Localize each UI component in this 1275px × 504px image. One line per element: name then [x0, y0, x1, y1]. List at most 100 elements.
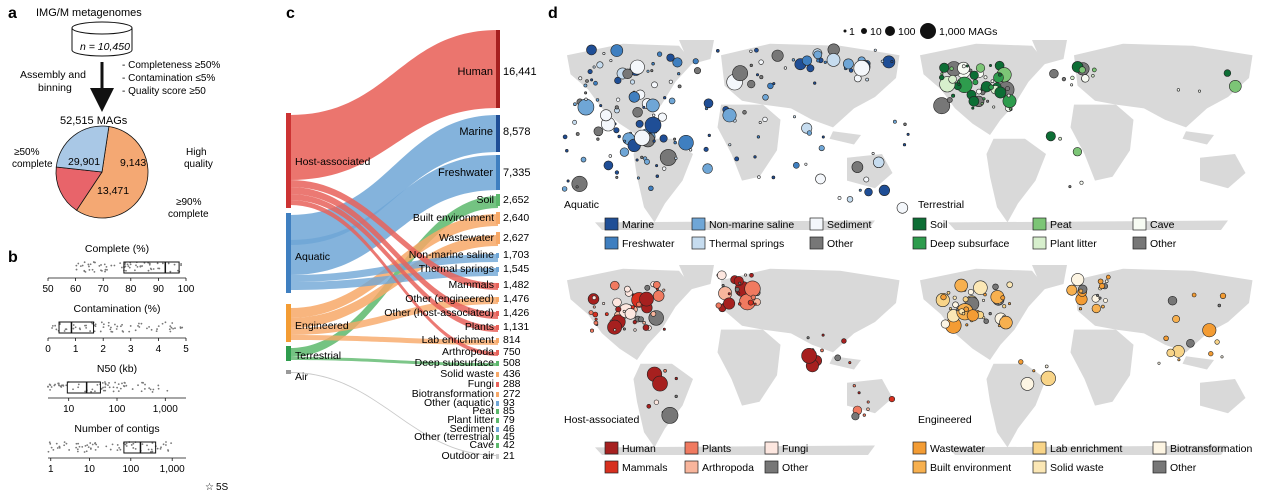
boxplot-tick-label: 0: [45, 344, 51, 355]
jitter-point: [63, 330, 66, 332]
legend-label: Fungi: [782, 443, 808, 455]
jitter-point: [95, 443, 98, 446]
legend-swatch: [912, 236, 927, 250]
jitter-point: [93, 270, 96, 273]
boxplot-tick-label: 100: [122, 464, 139, 475]
map-marker: [635, 120, 644, 128]
jitter-point: [91, 268, 94, 271]
map-marker: [749, 63, 753, 67]
legend-swatch: [1032, 441, 1047, 455]
map-marker: [703, 98, 714, 109]
criterion-completeness: - Completeness ≥50%: [122, 60, 220, 71]
legend-swatch: [1132, 236, 1147, 250]
map-marker: [893, 119, 897, 124]
jitter-point: [151, 391, 154, 393]
pie-left-label-1: ≥50%: [14, 147, 40, 158]
map-marker: [949, 66, 954, 71]
map-marker: [593, 126, 604, 137]
map-marker: [1091, 303, 1101, 314]
jitter-point: [111, 443, 114, 446]
boxplot-title-2: Contamination (%): [74, 303, 161, 315]
map-marker: [572, 119, 577, 125]
map-marker: [603, 160, 614, 171]
map-marker: [906, 132, 910, 136]
node-target: [496, 454, 499, 459]
pie-slice-label-1: 29,901: [68, 156, 100, 168]
node-host-associated: [286, 113, 291, 208]
jitter-point: [101, 381, 104, 384]
landmass: [1070, 104, 1134, 181]
target-value: 750: [503, 346, 521, 358]
map-marker: [674, 156, 678, 160]
jitter-point: [81, 445, 84, 448]
jitter-point: [106, 268, 108, 271]
map-marker: [994, 86, 1007, 99]
node-engineered: [286, 304, 291, 342]
map-marker: [612, 297, 622, 308]
node-target: [496, 253, 499, 258]
map-marker: [1167, 296, 1178, 306]
jitter-point: [129, 263, 132, 266]
size-legend-10: 10: [870, 26, 882, 38]
jitter-point: [93, 330, 96, 333]
jitter-point: [103, 263, 106, 266]
source-label-terrestrial: Terrestrial: [295, 350, 341, 362]
map-marker: [990, 79, 995, 83]
map-marker: [595, 98, 600, 102]
jitter-point: [148, 263, 151, 266]
jitter-point: [164, 444, 167, 446]
landmass: [1182, 131, 1214, 145]
map-marker: [820, 348, 824, 353]
jitter-point: [118, 447, 121, 449]
map-marker: [727, 292, 731, 296]
jitter-point: [87, 263, 90, 266]
map-marker: [902, 143, 907, 147]
map-marker: [762, 116, 768, 122]
legend-swatch: [1132, 217, 1147, 231]
map-marker: [1020, 377, 1035, 391]
legend-swatch: [764, 460, 779, 474]
map-marker: [638, 316, 644, 323]
map-marker: [813, 81, 817, 85]
jitter-point: [86, 444, 89, 447]
node-target: [496, 212, 500, 224]
boxplot-tick-label: 90: [153, 284, 165, 295]
map-marker: [1229, 80, 1242, 93]
size-legend-100: 100: [898, 26, 916, 38]
jitter-point: [75, 264, 78, 267]
source-label-aquatic: Aquatic: [295, 251, 330, 263]
panel-c: c: [286, 5, 537, 462]
landmass: [1032, 265, 1067, 290]
map-marker: [1096, 293, 1100, 297]
map-marker: [1091, 74, 1095, 78]
map-marker: [674, 376, 678, 381]
map-marker: [890, 60, 894, 64]
node-terrestrial: [286, 346, 291, 361]
jitter-point: [148, 326, 150, 328]
jitter-point: [72, 327, 75, 330]
map-marker: [650, 311, 657, 317]
landmass: [1070, 329, 1134, 406]
legend-label: Lab enrichment: [1050, 443, 1122, 455]
jitter-point: [119, 448, 122, 451]
boxplot-tick-label: 10: [63, 404, 75, 415]
map-marker: [1078, 307, 1083, 311]
map-marker: [749, 49, 753, 53]
map-marker: [663, 368, 667, 373]
jitter-point: [122, 330, 125, 333]
landmass: [829, 356, 861, 370]
jitter-point: [147, 269, 150, 272]
jitter-point: [152, 268, 155, 270]
legend-swatch: [1152, 460, 1167, 474]
map-marker: [792, 162, 800, 169]
map-marker: [663, 96, 667, 100]
map-marker: [846, 196, 854, 203]
map-marker: [668, 97, 676, 105]
map-marker: [750, 294, 756, 300]
map-marker: [1044, 364, 1049, 369]
target-label: Other (engineered): [405, 293, 494, 305]
jitter-point: [78, 327, 81, 330]
map-marker: [632, 320, 637, 325]
map-marker: [1007, 302, 1011, 306]
legend-label: Non-marine saline: [709, 219, 794, 231]
